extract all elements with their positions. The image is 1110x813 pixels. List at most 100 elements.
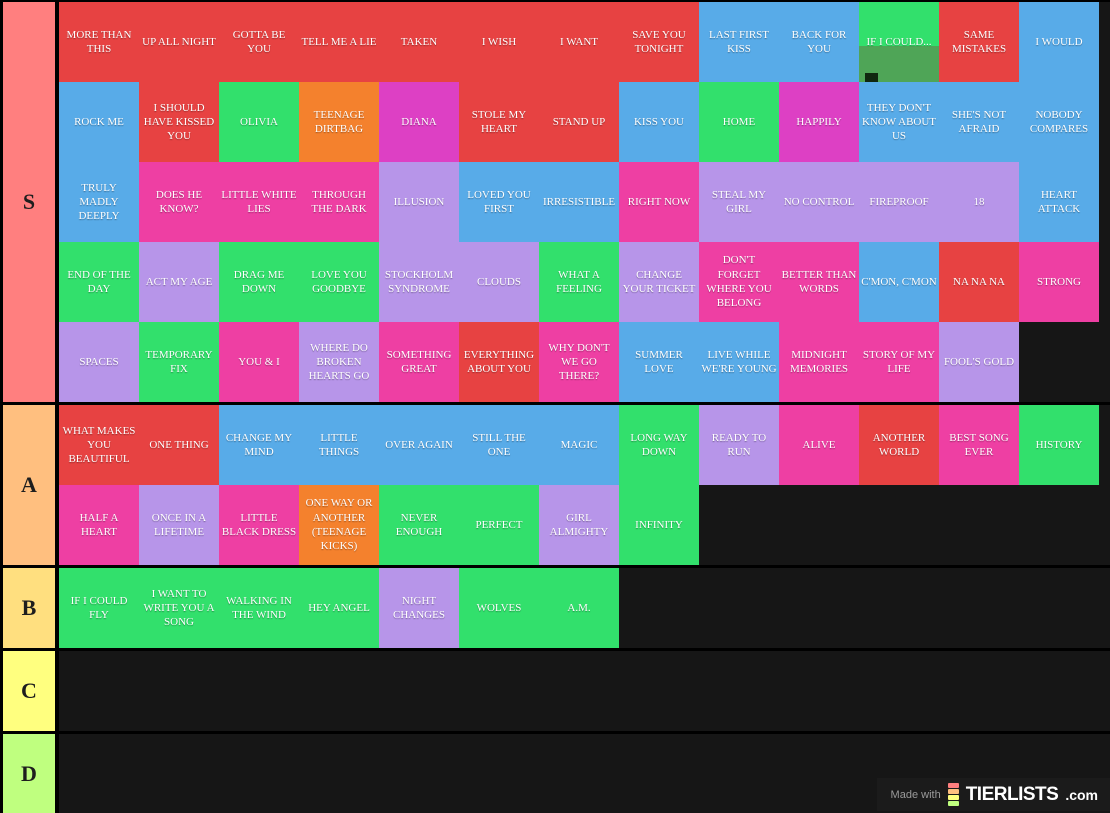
song-tile[interactable]: SAME MISTAKES — [939, 2, 1019, 82]
song-tile[interactable]: END OF THE DAY — [59, 242, 139, 322]
song-tile[interactable]: IF I COULD FLY — [59, 568, 139, 648]
song-tile[interactable]: NA NA NA — [939, 242, 1019, 322]
song-tile[interactable]: SUMMER LOVE — [619, 322, 699, 402]
song-tile[interactable]: OVER AGAIN — [379, 405, 459, 485]
song-tile[interactable]: UP ALL NIGHT — [139, 2, 219, 82]
song-tile[interactable]: MORE THAN THIS — [59, 2, 139, 82]
song-tile[interactable]: 18 — [939, 162, 1019, 242]
song-tile[interactable]: BEST SONG EVER — [939, 405, 1019, 485]
song-tile[interactable]: A.M. — [539, 568, 619, 648]
song-tile[interactable]: HOME — [699, 82, 779, 162]
song-tile[interactable]: ANOTHER WORLD — [859, 405, 939, 485]
tier-row-s: S MORE THAN THIS UP ALL NIGHT GOTTA BE YOU… — [3, 2, 1110, 402]
song-tile[interactable]: ONE WAY OR ANOTHER (TEENAGE KICKS) — [299, 485, 379, 565]
song-tile[interactable]: IF I COULD... — [859, 2, 939, 82]
song-tile[interactable]: KISS YOU — [619, 82, 699, 162]
song-tile[interactable]: STEAL MY GIRL — [699, 162, 779, 242]
song-tile[interactable]: WHAT MAKES YOU BEAUTIFUL — [59, 405, 139, 485]
song-tile[interactable]: HEART ATTACK — [1019, 162, 1099, 242]
song-tile[interactable]: THROUGH THE DARK — [299, 162, 379, 242]
song-tile[interactable]: TRULY MADLY DEEPLY — [59, 162, 139, 242]
song-tile[interactable]: ALIVE — [779, 405, 859, 485]
song-tile[interactable]: NIGHT CHANGES — [379, 568, 459, 648]
song-tile[interactable]: INFINITY — [619, 485, 699, 565]
song-tile[interactable]: SPACES — [59, 322, 139, 402]
song-tile[interactable]: HISTORY — [1019, 405, 1099, 485]
song-tile[interactable]: STOCKHOLM SYNDROME — [379, 242, 459, 322]
song-tile[interactable]: ONE THING — [139, 405, 219, 485]
song-tile[interactable]: SAVE YOU TONIGHT — [619, 2, 699, 82]
song-tile[interactable]: STOLE MY HEART — [459, 82, 539, 162]
song-tile[interactable]: LIVE WHILE WE'RE YOUNG — [699, 322, 779, 402]
song-tile[interactable]: OLIVIA — [219, 82, 299, 162]
song-tile[interactable]: STAND UP — [539, 82, 619, 162]
tier-content-s[interactable]: MORE THAN THIS UP ALL NIGHT GOTTA BE YOU TE… — [59, 2, 1110, 402]
song-tile[interactable]: CHANGE YOUR TICKET — [619, 242, 699, 322]
tier-row-c: C — [3, 651, 1110, 731]
song-tile[interactable]: DRAG ME DOWN — [219, 242, 299, 322]
song-tile[interactable]: WHAT A FEELING — [539, 242, 619, 322]
song-tile[interactable]: BETTER THAN WORDS — [779, 242, 859, 322]
song-tile[interactable]: SHE'S NOT AFRAID — [939, 82, 1019, 162]
song-tile[interactable]: MAGIC — [539, 405, 619, 485]
song-tile[interactable]: BACK FOR YOU — [779, 2, 859, 82]
song-tile[interactable]: STORY OF MY LIFE — [859, 322, 939, 402]
song-tile[interactable]: WHY DON'T WE GO THERE? — [539, 322, 619, 402]
song-tile[interactable]: ONCE IN A LIFETIME — [139, 485, 219, 565]
song-tile[interactable]: I WOULD — [1019, 2, 1099, 82]
song-tile[interactable]: LITTLE BLACK DRESS — [219, 485, 299, 565]
song-tile[interactable]: NO CONTROL — [779, 162, 859, 242]
song-tile[interactable]: READY TO RUN — [699, 405, 779, 485]
song-tile[interactable]: DON'T FORGET WHERE YOU BELONG — [699, 242, 779, 322]
song-tile[interactable]: CLOUDS — [459, 242, 539, 322]
song-tile[interactable]: WOLVES — [459, 568, 539, 648]
song-tile[interactable]: TAKEN — [379, 2, 459, 82]
song-tile[interactable]: NOBODY COMPARES — [1019, 82, 1099, 162]
song-tile[interactable]: LONG WAY DOWN — [619, 405, 699, 485]
song-tile[interactable]: TEENAGE DIRTBAG — [299, 82, 379, 162]
song-tile[interactable]: FIREPROOF — [859, 162, 939, 242]
song-tile[interactable]: PERFECT — [459, 485, 539, 565]
tier-content-b[interactable]: IF I COULD FLY I WANT TO WRITE YOU A SONG… — [59, 568, 1110, 648]
tier-content-a[interactable]: WHAT MAKES YOU BEAUTIFUL ONE THING CHANGE … — [59, 405, 1110, 565]
tier-content-c[interactable] — [59, 651, 1110, 731]
song-tile[interactable]: TEMPORARY FIX — [139, 322, 219, 402]
song-tile[interactable]: WALKING IN THE WIND — [219, 568, 299, 648]
tier-label-d: D — [3, 734, 55, 813]
song-tile[interactable]: I WISH — [459, 2, 539, 82]
song-tile[interactable]: DIANA — [379, 82, 459, 162]
song-tile[interactable]: LAST FIRST KISS — [699, 2, 779, 82]
song-tile[interactable]: LOVED YOU FIRST — [459, 162, 539, 242]
song-tile[interactable]: I WANT TO WRITE YOU A SONG — [139, 568, 219, 648]
song-tile[interactable]: SOMETHING GREAT — [379, 322, 459, 402]
song-tile[interactable]: GIRL ALMIGHTY — [539, 485, 619, 565]
song-tile[interactable]: YOU & I — [219, 322, 299, 402]
song-tile[interactable]: MIDNIGHT MEMORIES — [779, 322, 859, 402]
song-tile[interactable]: C'MON, C'MON — [859, 242, 939, 322]
song-tile[interactable]: FOOL'S GOLD — [939, 322, 1019, 402]
song-tile[interactable]: STRONG — [1019, 242, 1099, 322]
song-tile[interactable]: HALF A HEART — [59, 485, 139, 565]
song-tile[interactable]: TELL ME A LIE — [299, 2, 379, 82]
song-tile[interactable]: HAPPILY — [779, 82, 859, 162]
song-tile[interactable]: I WANT — [539, 2, 619, 82]
song-tile[interactable]: LITTLE WHITE LIES — [219, 162, 299, 242]
song-tile[interactable]: ROCK ME — [59, 82, 139, 162]
song-tile[interactable]: ACT MY AGE — [139, 242, 219, 322]
song-tile[interactable]: HEY ANGEL — [299, 568, 379, 648]
song-tile[interactable]: I SHOULD HAVE KISSED YOU — [139, 82, 219, 162]
song-tile[interactable]: NEVER ENOUGH — [379, 485, 459, 565]
song-tile[interactable]: LITTLE THINGS — [299, 405, 379, 485]
song-tile[interactable]: LOVE YOU GOODBYE — [299, 242, 379, 322]
song-tile[interactable]: RIGHT NOW — [619, 162, 699, 242]
song-tile[interactable]: STILL THE ONE — [459, 405, 539, 485]
song-tile[interactable]: CHANGE MY MIND — [219, 405, 299, 485]
song-tile[interactable]: ILLUSION — [379, 162, 459, 242]
tier-label-s: S — [3, 2, 55, 402]
song-tile[interactable]: IRRESISTIBLE — [539, 162, 619, 242]
song-tile[interactable]: WHERE DO BROKEN HEARTS GO — [299, 322, 379, 402]
song-tile[interactable]: THEY DON'T KNOW ABOUT US — [859, 82, 939, 162]
song-tile[interactable]: DOES HE KNOW? — [139, 162, 219, 242]
song-tile[interactable]: GOTTA BE YOU — [219, 2, 299, 82]
song-tile[interactable]: EVERYTHING ABOUT YOU — [459, 322, 539, 402]
